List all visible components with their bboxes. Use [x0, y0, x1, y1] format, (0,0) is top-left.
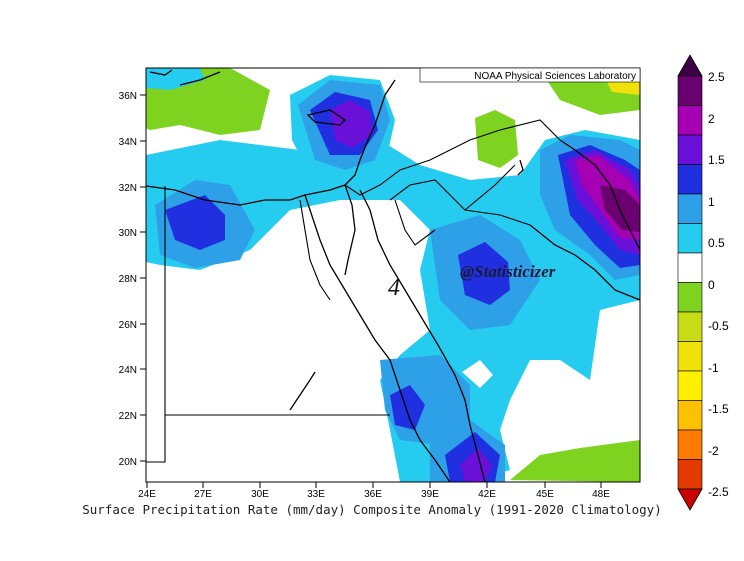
colorbar-tick-label: -2.5	[708, 485, 729, 499]
svg-text:32N: 32N	[119, 183, 137, 194]
panel-label: 4	[388, 275, 400, 301]
lat-tick: 24N	[119, 365, 146, 376]
svg-text:24E: 24E	[138, 489, 156, 500]
lon-tick: 33E	[307, 482, 325, 500]
colorbar-bin	[677, 223, 703, 254]
colorbar-tick-label: 0.5	[708, 236, 725, 250]
colorbar-tick-label: 2	[708, 112, 715, 126]
svg-text:24N: 24N	[119, 365, 137, 376]
svg-text:30N: 30N	[119, 228, 137, 239]
svg-text:22N: 22N	[119, 411, 137, 422]
colorbar-bin	[677, 341, 703, 372]
svg-text:27E: 27E	[194, 489, 212, 500]
colorbar-tick-label: 1	[708, 195, 715, 209]
svg-text:42E: 42E	[478, 489, 496, 500]
colorbar: 2.5 2 1.5 1 0.5 0 -0.5 -1 -1.5 -2 -2.5	[677, 54, 729, 511]
colorbar-bin	[677, 429, 703, 460]
field-darkblue-arabia	[458, 242, 510, 305]
colorbar-tick-label: 1.5	[708, 153, 725, 167]
lat-tick: 34N	[119, 137, 146, 148]
colorbar-bin	[677, 400, 703, 431]
svg-text:26N: 26N	[119, 320, 137, 331]
svg-text:36E: 36E	[364, 489, 382, 500]
anomaly-fields	[146, 68, 640, 482]
colorbar-tick-label: 2.5	[708, 70, 725, 84]
colorbar-tick-label: -1	[708, 361, 719, 375]
lat-tick: 20N	[119, 457, 146, 468]
svg-text:20N: 20N	[119, 457, 137, 468]
field-violet-levant	[330, 100, 372, 148]
colorbar-bin	[677, 252, 703, 283]
colorbar-bin	[677, 193, 703, 224]
lon-tick: 48E	[592, 482, 610, 500]
lat-tick: 36N	[119, 91, 146, 102]
field-violet-yemen	[460, 448, 492, 482]
field-darkblue-eritrea	[390, 385, 425, 430]
svg-text:30E: 30E	[251, 489, 269, 500]
svg-text:33E: 33E	[307, 489, 325, 500]
colorbar-tick-label: -1.5	[708, 402, 729, 416]
lon-tick: 24E	[138, 482, 156, 500]
field-white-hole	[462, 360, 493, 388]
longitude-axis: 24E 27E 30E 33E 36E 39E 42E 45E 48E	[138, 482, 610, 500]
svg-text:39E: 39E	[421, 489, 439, 500]
lon-tick: 45E	[536, 482, 554, 500]
lat-tick: 26N	[119, 320, 146, 331]
svg-text:34N: 34N	[119, 137, 137, 148]
credit-box: NOAA Physical Sciences Laboratory	[419, 67, 641, 83]
colorbar-bin	[677, 311, 703, 342]
colorbar-bin	[677, 105, 703, 136]
lon-tick: 27E	[194, 482, 212, 500]
colorbar-tick-label: 0	[708, 278, 715, 292]
colorbar-bin	[677, 282, 703, 313]
svg-text:36N: 36N	[119, 91, 137, 102]
colorbar-bin	[677, 370, 703, 401]
colorbar-top-arrow	[677, 54, 703, 77]
colorbar-bins	[677, 75, 703, 490]
lat-tick: 22N	[119, 411, 146, 422]
watermark-text: @Statisticizer	[460, 262, 556, 281]
svg-text:45E: 45E	[536, 489, 554, 500]
lat-tick: 32N	[119, 183, 146, 194]
colorbar-labels: 2.5 2 1.5 1 0.5 0 -0.5 -1 -1.5 -2 -2.5	[708, 70, 729, 499]
colorbar-tick-label: -2	[708, 444, 719, 458]
figure-caption: Surface Precipitation Rate (mm/day) Comp…	[82, 502, 662, 517]
coastlines	[146, 69, 640, 482]
svg-text:28N: 28N	[119, 274, 137, 285]
credit-text: NOAA Physical Sciences Laboratory	[474, 71, 636, 82]
lon-tick: 42E	[478, 482, 496, 500]
colorbar-bin	[677, 459, 703, 490]
colorbar-bottom-arrow	[677, 488, 703, 511]
colorbar-bin	[677, 75, 703, 106]
lon-tick: 30E	[251, 482, 269, 500]
field-green-gulf	[475, 110, 518, 168]
colorbar-tick-label: -0.5	[708, 319, 729, 333]
lon-tick: 36E	[364, 482, 382, 500]
colorbar-bin	[677, 164, 703, 195]
map-frame	[145, 67, 641, 483]
lat-tick: 30N	[119, 228, 146, 239]
latitude-axis: 36N 34N 32N 30N 28N 26N 24N 22N 20N	[119, 91, 146, 468]
lat-tick: 28N	[119, 274, 146, 285]
lon-tick: 39E	[421, 482, 439, 500]
field-green-south	[510, 440, 640, 482]
svg-text:48E: 48E	[592, 489, 610, 500]
field-cyan-large	[146, 130, 640, 482]
field-darkblue-libya	[165, 195, 225, 250]
borders	[146, 119, 561, 463]
colorbar-bin	[677, 134, 703, 165]
